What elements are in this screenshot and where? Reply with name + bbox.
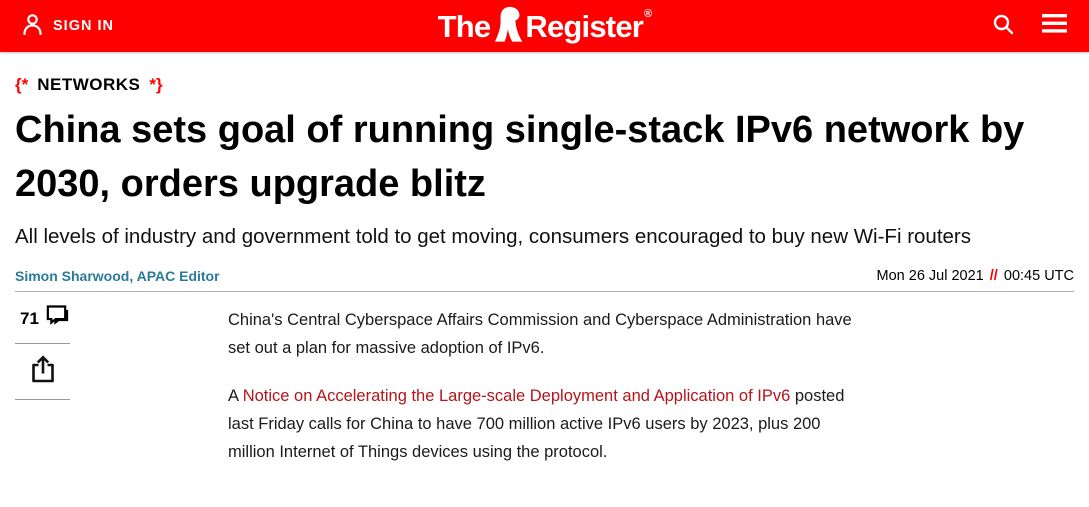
sign-in-label: SIGN IN: [53, 18, 114, 34]
share-icon: [31, 355, 55, 387]
notice-link[interactable]: Notice on Accelerating the Large-scale D…: [242, 387, 791, 406]
article-body: China's Central Cyberspace Affairs Commi…: [228, 292, 864, 486]
section-link-networks[interactable]: NETWORKS: [37, 75, 141, 94]
paragraph-2-lead: A: [228, 387, 243, 406]
search-icon: [992, 13, 1014, 40]
publish-date: Mon 26 Jul 2021: [876, 268, 984, 285]
article-standfirst: All levels of industry and government to…: [15, 224, 971, 248]
share-button[interactable]: [31, 355, 57, 388]
paragraph-2: A Notice on Accelerating the Large-scale…: [228, 382, 864, 466]
publish-time: 00:45 UTC: [1003, 268, 1074, 285]
section-tag: {* NETWORKS *}: [15, 75, 1074, 95]
sign-in-button[interactable]: SIGN IN: [22, 13, 114, 39]
author-link[interactable]: Simon Sharwood, APAC Editor: [15, 268, 220, 285]
comments-link[interactable]: 71: [15, 305, 75, 332]
search-button[interactable]: [992, 13, 1014, 40]
article-rail: 71: [15, 292, 228, 486]
section-brace-open: {*: [15, 75, 29, 94]
masthead: SIGN IN The Register ®: [0, 0, 1089, 52]
logo-trademark: ®: [644, 8, 652, 20]
byline-row: Simon Sharwood, APAC Editor Mon 26 Jul 2…: [15, 268, 1074, 293]
paragraph-1: China's Central Cyberspace Affairs Commi…: [228, 311, 852, 358]
logo-text-the: The: [437, 8, 492, 44]
vulture-logo-icon: [493, 6, 523, 50]
rail-divider-top: [15, 343, 70, 345]
masthead-actions: [992, 13, 1067, 40]
page-content: {* NETWORKS *} China sets goal of runnin…: [0, 75, 1089, 486]
comment-count: 71: [20, 308, 39, 328]
hamburger-menu-icon: [1042, 14, 1067, 38]
date-separator: //: [989, 268, 998, 285]
dateline: Mon 26 Jul 2021 // 00:45 UTC: [877, 268, 1074, 284]
logo-text-register: Register: [525, 8, 644, 44]
rail-divider-bottom: [15, 399, 70, 401]
menu-button[interactable]: [1042, 14, 1067, 38]
article-layout: 71: [15, 292, 1074, 486]
paragraph-2-rest: posted last Friday calls for China to ha…: [228, 387, 845, 462]
site-logo[interactable]: The Register ®: [438, 6, 652, 46]
person-icon: [22, 13, 43, 39]
article-headline: China sets goal of running single-stack …: [15, 109, 1025, 205]
section-brace-close: *}: [149, 75, 163, 94]
comment-bubble-icon: [46, 305, 70, 332]
